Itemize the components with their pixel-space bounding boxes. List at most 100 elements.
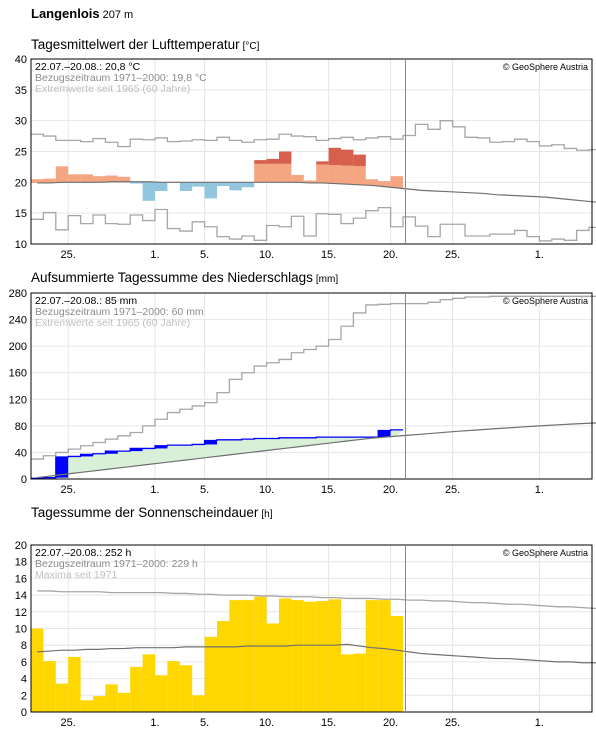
sunshine-bar [217,620,230,712]
temperature-y-tick-label: 10 [15,239,27,251]
precip-cumulative-line [31,429,403,479]
temp-bar-warm [353,166,366,185]
sunshine-bar [130,666,143,712]
temp-bar-warm [291,174,304,183]
sunshine-bar [155,675,168,712]
sunshine-unit: [h] [261,509,273,520]
sunshine-bar [55,683,69,712]
precip-band [31,429,403,479]
precipitation-title: Aufsummierte Tagessumme des Niederschlag… [31,270,338,285]
sunshine-x-tick-label: 1. [150,717,159,729]
sunshine-y-tick-label: 10 [15,624,27,636]
temp-bar-hot [279,151,292,164]
sunshine-legend-current: 22.07.–20.08.: 252 h [35,547,131,559]
sunshine-bar [93,696,106,712]
precip-daily-block [130,448,143,452]
precipitation-x-tick-label: 20. [383,484,398,496]
temp-bar-cold [179,182,193,191]
temp-bar-warm [365,179,379,186]
sunshine-bar [80,700,93,712]
sunshine-bar [266,623,279,712]
precipitation-y-tick-label: 40 [15,447,27,459]
precipitation-x-tick-label: 10. [259,484,274,496]
precipitation-title-text: Aufsummierte Tagessumme des Niederschlag… [31,270,313,285]
sunshine-title-text: Tagessumme der Sonnenscheindauer [31,505,259,520]
precip-daily-block [204,440,217,445]
sunshine-bar [241,600,255,712]
precipitation-y-tick-label: 120 [9,394,27,406]
sunshine-bar [378,600,391,712]
sunshine-legend-extremes: Maxima seit 1971 [35,569,117,581]
precipitation-chart: 0 40 80 120 160 200 240 280 25. 1. 5. 10. 15. 20. 25. 1… [9,288,596,496]
station-elevation: 207 m [102,9,134,21]
sunshine-x-tick-label: 25. [445,717,460,729]
precip-daily-block [378,430,391,438]
sunshine-y-tick-label: 0 [21,707,27,719]
temp-bar-warm [105,175,118,182]
station-heading: Langenlois 207 m [31,6,133,21]
temp-bar-cold [241,182,255,188]
temp-max-extreme-line [31,120,596,151]
precipitation-x-tick-label: 1. [150,484,159,496]
temperature-unit: [°C] [242,41,260,52]
sunshine-legend-normal: Bezugszeitraum 1971–2000: 229 h [35,558,198,570]
temperature-frame [30,58,593,245]
precipitation-x-tick-label: 25. [445,484,460,496]
temperature-x-tick-label: 10. [259,249,274,261]
temp-bar-warm [117,176,131,182]
temp-bar-hot [254,160,267,164]
sunshine-y-tick-label: 6 [21,657,27,669]
sunshine-bar [142,654,155,712]
sunshine-bar [192,695,205,712]
sunshine-bar [179,665,193,712]
sunshine-x-tick-label: 5. [200,717,209,729]
sunshine-title: Tagessumme der Sonnenscheindauer [h] [31,505,273,520]
sunshine-y-tick-label: 14 [15,590,27,602]
precipitation-frame [30,292,593,480]
temp-min-extreme-line [31,206,596,242]
precipitation-legend-extremes: Extremwerte seit 1965 (60 Jahre) [35,317,190,329]
temp-bar-cold [130,181,143,184]
sunshine-frame [30,544,593,713]
sunshine-x-tick-label: 25. [61,717,76,729]
station-name: Langenlois [31,6,100,21]
temp-bar-cold [142,181,155,201]
temperature-title-text: Tagesmittelwert der Lufttemperatur [31,37,240,52]
sunshine-x-tick-label: 20. [383,717,398,729]
temp-bar-hot [341,149,354,166]
sunshine-bar [105,684,118,712]
sunshine-bar [316,600,329,712]
sunshine-bar [204,636,217,712]
temperature-legend-current: 22.07.–20.08.: 20,8 °C [35,61,141,73]
temp-bar-warm [341,165,354,185]
precipitation-x-tick-label: 25. [61,484,76,496]
temp-bar-cold [229,182,242,191]
temperature-copyright: © GeoSphere Austria [503,62,588,72]
sunshine-bar [117,692,131,712]
precip-daily-block [155,445,168,449]
precipitation-legend-normal: Bezugszeitraum 1971–2000: 60 mm [35,306,204,318]
temperature-x-tick-label: 25. [445,249,460,261]
precip-normal-line [37,422,596,479]
precipitation-y-tick-label: 200 [9,341,27,353]
temperature-chart: 10 15 20 25 30 35 40 25. 1. 5. 10. 15. 20. 25. 1. 22.07… [15,54,596,261]
temp-bar-warm [254,163,267,183]
precipitation-y-tick-label: 0 [21,474,27,486]
temperature-x-tick-label: 5. [200,249,209,261]
sunshine-chart: 0 2 4 6 8 10 12 14 16 18 20 25. 1. 5. 10. 15. 20. 25. 1. 22… [15,540,596,729]
temp-bar-warm [266,163,279,183]
precip-max-extreme-line [31,295,596,460]
temperature-y-tick-label: 35 [15,85,27,97]
sunshine-y-tick-label: 18 [15,557,27,569]
temperature-y-tick-label: 40 [15,54,27,66]
sunshine-bar [68,656,81,712]
precipitation-x-tick-label: 15. [321,484,336,496]
precipitation-y-tick-label: 160 [9,368,27,380]
temperature-title: Tagesmittelwert der Lufttemperatur [°C] [31,37,259,52]
sunshine-bar [341,654,354,712]
temp-bar-warm [43,178,56,183]
sunshine-bar [254,596,267,712]
sunshine-y-tick-label: 8 [21,640,27,652]
temperature-x-tick-label: 25. [61,249,76,261]
temp-bar-warm [328,165,341,184]
